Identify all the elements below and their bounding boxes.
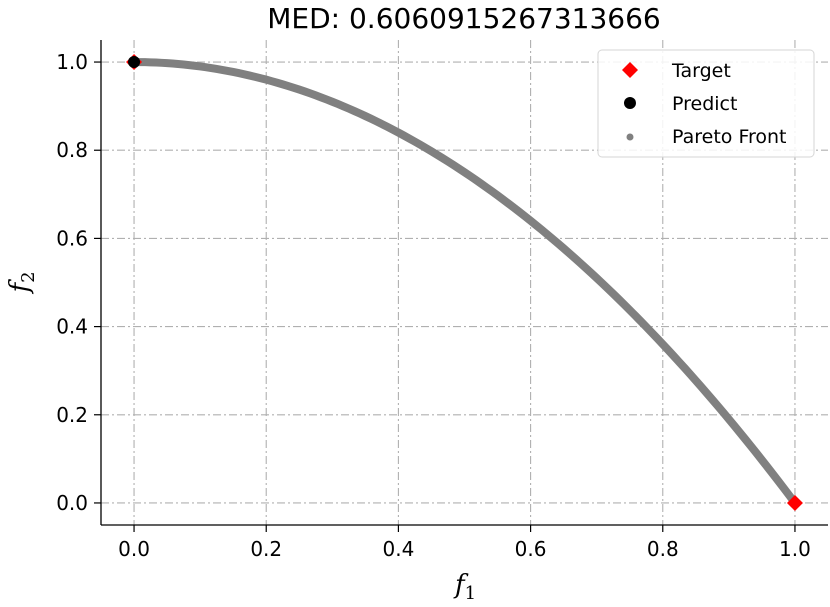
legend-label-target: Target (671, 60, 731, 82)
target-point (786, 494, 803, 511)
y-tick-label: 0.4 (56, 315, 88, 339)
y-axis-label-group: f2 (5, 271, 39, 294)
chart-title: MED: 0.6060915267313666 (267, 2, 661, 35)
legend-marker-pareto-front (626, 133, 634, 141)
x-tick-label: 0.0 (118, 537, 150, 561)
legend-frame (597, 49, 815, 158)
ticks: 0.0 0.2 0.4 0.6 0.8 1.0 0.0 0.2 0.4 0.6 0.8 1.0 (56, 50, 811, 561)
legend-label-predict: Predict (672, 93, 737, 115)
x-axis-label: f1 (453, 570, 476, 604)
x-tick-label: 0.6 (515, 537, 547, 561)
y-axis-label-sub: 2 (18, 271, 39, 282)
y-tick-label: 0.8 (56, 138, 88, 162)
legend-label-pareto-front: Pareto Front (672, 126, 787, 148)
x-tick-label: 0.2 (250, 537, 282, 561)
y-tick-label: 0.0 (56, 491, 88, 515)
plot-area (126, 54, 803, 511)
x-tick-label: 0.8 (647, 537, 679, 561)
y-tick-label: 1.0 (56, 50, 88, 74)
legend-marker-predict (624, 97, 636, 109)
y-tick-label: 0.2 (56, 403, 88, 427)
legend: Target Predict Pareto Front (597, 49, 815, 158)
pareto-front-curve (130, 58, 799, 507)
x-axis-label-sub: 1 (465, 583, 476, 604)
predict-point (128, 56, 141, 69)
legend-marker-target (622, 62, 638, 78)
y-tick-label: 0.6 (56, 226, 88, 250)
x-tick-label: 0.4 (383, 537, 415, 561)
y-axis-label: f2 (5, 271, 39, 294)
axes (100, 40, 828, 526)
x-tick-label: 1.0 (779, 537, 811, 561)
